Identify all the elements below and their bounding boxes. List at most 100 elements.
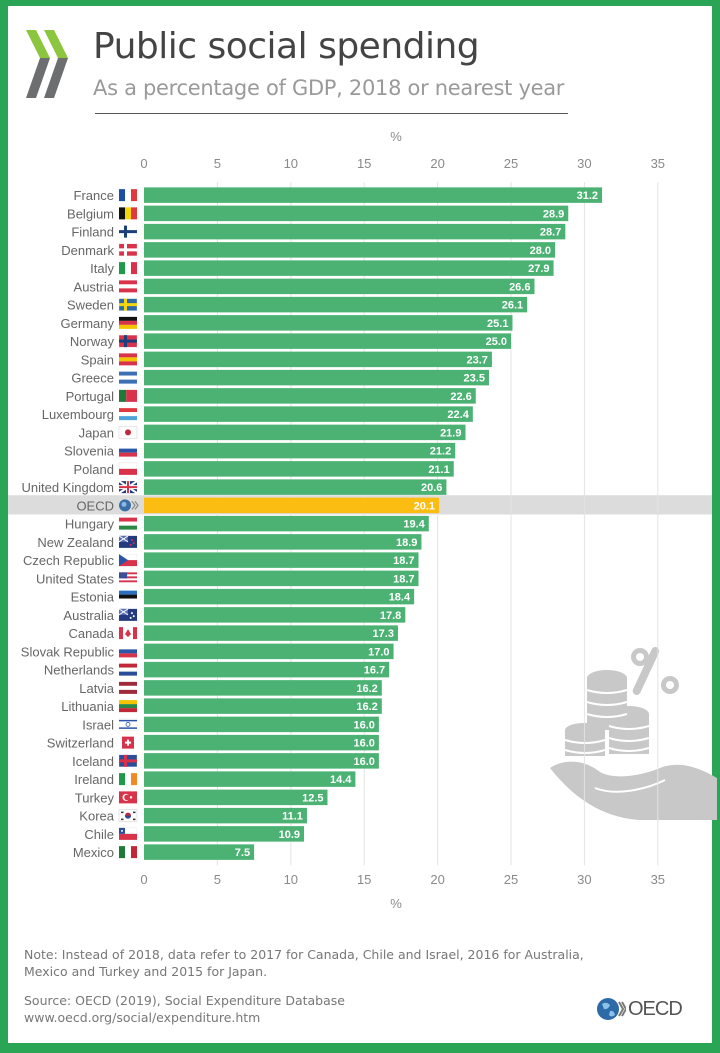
bar-value-label: 18.7 bbox=[393, 555, 414, 567]
flag-icon-luxembourg bbox=[119, 408, 137, 421]
category-label: Czech Republic bbox=[23, 553, 115, 568]
bar-row bbox=[144, 716, 379, 733]
flag-icon-lithuania bbox=[119, 700, 137, 713]
category-label: Israel bbox=[82, 717, 114, 732]
flag-icon-germany bbox=[119, 316, 137, 329]
x-tick-label-top: 30 bbox=[577, 156, 591, 171]
bar-row bbox=[144, 552, 419, 568]
category-label: Turkey bbox=[75, 790, 115, 805]
flag-icon-chile bbox=[118, 827, 138, 840]
bar-row bbox=[144, 406, 473, 422]
bar-value-label: 27.9 bbox=[528, 263, 549, 275]
flag-icon-netherlands bbox=[119, 663, 137, 676]
category-label: United States bbox=[36, 571, 115, 586]
bar-row bbox=[144, 351, 492, 368]
bar-row bbox=[144, 680, 382, 696]
bar-value-label: 20.1 bbox=[414, 500, 435, 512]
bar-row bbox=[144, 333, 511, 349]
category-label: Germany bbox=[61, 316, 115, 331]
bar-row bbox=[144, 479, 447, 495]
bar-value-label: 18.9 bbox=[396, 537, 417, 549]
bar-value-label: 28.0 bbox=[530, 245, 551, 257]
x-tick-label-top: 20 bbox=[430, 156, 444, 171]
flag-icon-belgium bbox=[119, 207, 137, 220]
bar-row bbox=[144, 734, 379, 751]
category-label: Finland bbox=[71, 225, 114, 240]
bar-value-label: 25.1 bbox=[487, 318, 508, 330]
category-label: Poland bbox=[74, 462, 114, 477]
source-url[interactable]: www.oecd.org/social/expenditure.htm bbox=[24, 1010, 261, 1025]
bar-japan bbox=[144, 424, 466, 441]
source-citation: Source: OECD (2019), Social Expenditure … bbox=[24, 992, 345, 1026]
bar-lithuania bbox=[144, 698, 382, 714]
x-tick-label-top: 5 bbox=[214, 156, 221, 171]
flag-icon-mexico bbox=[119, 846, 137, 859]
bar-row bbox=[144, 771, 356, 787]
flag-icon-new-zealand bbox=[118, 535, 137, 548]
x-tick-label-top: 35 bbox=[651, 156, 665, 171]
bar-australia bbox=[144, 607, 406, 623]
flag-icon-korea bbox=[118, 809, 138, 822]
category-label: Australia bbox=[63, 608, 114, 623]
flag-icon-norway bbox=[118, 334, 138, 348]
bar-value-label: 16.0 bbox=[353, 719, 374, 731]
x-tick-label-top: 15 bbox=[357, 156, 371, 171]
flag-icon-poland bbox=[118, 462, 138, 475]
bar-value-label: 19.4 bbox=[403, 519, 425, 531]
category-label: New Zealand bbox=[37, 535, 114, 550]
flag-icon-ireland bbox=[119, 773, 137, 786]
x-tick-label-bottom: 5 bbox=[214, 872, 221, 887]
bar-austria bbox=[144, 278, 535, 295]
bar-united-states bbox=[144, 570, 419, 587]
bar-row bbox=[144, 205, 569, 222]
x-tick-label-top: 10 bbox=[284, 156, 298, 171]
x-tick-label-bottom: 10 bbox=[284, 872, 298, 887]
bar-norway bbox=[144, 333, 511, 349]
flag-icon-latvia bbox=[119, 681, 137, 694]
bar-value-label: 10.9 bbox=[279, 829, 300, 841]
bar-value-label: 28.9 bbox=[543, 208, 564, 220]
category-label: Ireland bbox=[74, 772, 114, 787]
bar-oecd bbox=[144, 497, 440, 514]
oecd-chevron-logo-icon bbox=[26, 30, 68, 98]
category-label: Switzerland bbox=[47, 736, 114, 751]
category-label: Estonia bbox=[71, 590, 115, 605]
bar-switzerland bbox=[144, 734, 379, 751]
bar-row bbox=[144, 661, 390, 678]
flag-icon-united-states bbox=[119, 572, 137, 585]
category-label: Sweden bbox=[67, 298, 114, 313]
flag-icon-czech-republic bbox=[118, 553, 138, 567]
oecd-logo-text: OECD bbox=[628, 997, 683, 1020]
flag-icon-spain bbox=[119, 353, 137, 366]
bar-value-label: 12.5 bbox=[302, 792, 323, 804]
bar-row bbox=[144, 534, 422, 550]
bar-poland bbox=[144, 461, 454, 477]
flag-icon-italy bbox=[119, 262, 137, 275]
bar-value-label: 22.6 bbox=[450, 391, 471, 403]
bar-value-label: 16.2 bbox=[356, 701, 377, 713]
x-tick-label-bottom: 0 bbox=[140, 872, 147, 887]
bar-value-label: 16.2 bbox=[356, 683, 377, 695]
bar-value-label: 23.5 bbox=[464, 373, 485, 385]
bar-row bbox=[144, 242, 556, 258]
bar-value-label: 25.0 bbox=[486, 336, 507, 348]
bar-france bbox=[144, 187, 603, 203]
category-label: Greece bbox=[71, 371, 114, 386]
category-label: Belgium bbox=[67, 206, 114, 221]
flag-icon-japan bbox=[118, 426, 138, 439]
category-label: Slovak Republic bbox=[21, 644, 115, 659]
bar-united-kingdom bbox=[144, 479, 447, 495]
flag-icon-turkey bbox=[119, 791, 137, 804]
flag-icon-canada bbox=[119, 627, 137, 640]
bar-ireland bbox=[144, 771, 356, 787]
bar-iceland bbox=[144, 753, 379, 769]
bar-estonia bbox=[144, 588, 415, 605]
footnote: Note: Instead of 2018, data refer to 201… bbox=[24, 947, 584, 979]
flag-icon-finland bbox=[118, 225, 138, 238]
hand-with-coins-and-percent-icon bbox=[550, 647, 717, 820]
flag-icon-slovak-republic bbox=[119, 645, 137, 658]
x-tick-label-bottom: 30 bbox=[577, 872, 591, 887]
bar-belgium bbox=[144, 205, 569, 222]
bar-row bbox=[144, 223, 566, 240]
bar-row bbox=[144, 260, 554, 276]
